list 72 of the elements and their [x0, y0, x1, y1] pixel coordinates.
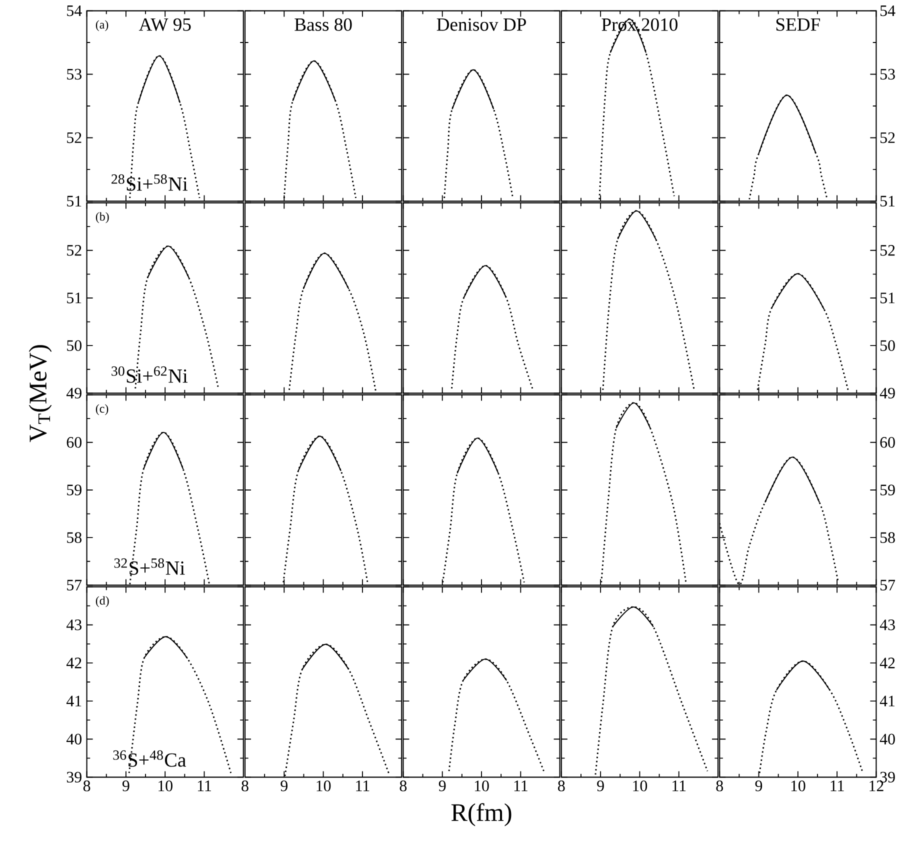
annotation: (a): [96, 20, 108, 32]
annotation: (d): [96, 596, 109, 608]
y-tick-label: 43: [66, 620, 82, 630]
y-tick-label: 41: [66, 696, 82, 706]
y-tick-label: 41: [880, 696, 895, 706]
annotation: (b): [96, 212, 109, 224]
y-tick-label: 52: [67, 245, 82, 256]
x-tick-label: 9: [597, 780, 604, 792]
y-tick-label: 49: [880, 388, 895, 399]
y-tick-label: 53: [880, 68, 895, 80]
chart-title: SEDF: [776, 18, 820, 31]
y-tick-label: 42: [880, 658, 895, 668]
x-tick-label: 11: [198, 780, 211, 792]
line-series: [756, 272, 849, 391]
x-tick-label: 10: [633, 780, 648, 792]
x-axis-title: R(fm): [451, 803, 512, 826]
y-tick-label: 57: [67, 580, 82, 590]
y-tick-label: 49: [66, 388, 82, 399]
x-tick-label: 8: [400, 780, 407, 792]
y-tick-label: 43: [880, 620, 895, 630]
chart-title: Denisov DP: [436, 18, 526, 31]
x-tick-label: 8: [716, 780, 723, 792]
y-tick-label: 50: [67, 340, 82, 351]
y-tick-label: 40: [880, 734, 895, 744]
y-tick-label: 39: [880, 772, 895, 783]
annotation: $^{30}$Si+$^{62}$Ni: [112, 366, 188, 383]
x-tick-label: 9: [122, 780, 130, 792]
y-tick-label: 59: [67, 484, 82, 496]
x-tick-label: 12: [870, 780, 884, 792]
x-tick-label: 11: [356, 780, 370, 792]
y-tick-label: 50: [880, 340, 895, 351]
y-tick-label: 40: [66, 734, 82, 744]
y-tick-label: 51: [880, 292, 895, 304]
x-tick-label: 9: [280, 780, 288, 792]
chart-title: AW 95: [138, 18, 191, 31]
y-tick-label: 52: [880, 132, 895, 144]
y-tick-label: 51: [67, 196, 82, 207]
y-tick-label: 52: [67, 132, 82, 144]
x-tick-label: 8: [83, 780, 90, 792]
x-tick-label: 9: [755, 780, 762, 792]
y-tick-label: 58: [880, 532, 895, 543]
x-tick-label: 10: [474, 780, 489, 792]
line-series: [758, 660, 864, 774]
y-tick-label: 39: [66, 772, 82, 783]
y-tick-label: 60: [880, 437, 895, 448]
y-tick-label: 53: [67, 68, 82, 80]
y-tick-label: 52: [880, 245, 895, 256]
y-tick-label: 57: [880, 580, 896, 590]
y-tick-label: 42: [66, 658, 82, 668]
y-tick-label: 54: [880, 5, 896, 16]
x-tick-label: 10: [316, 780, 331, 792]
line-series: [128, 636, 232, 774]
y-tick-label: 51: [880, 196, 895, 207]
annotation: (c): [96, 404, 108, 416]
annotation: $^{32}$S+$^{58}$Ni: [114, 558, 185, 575]
x-tick-label: 11: [514, 780, 528, 792]
x-tick-label: 11: [672, 780, 686, 792]
y-tick-label: 60: [66, 437, 82, 448]
x-tick-label: 8: [558, 780, 565, 792]
annotation: $^{36}$S+$^{48}$Ca: [113, 750, 186, 767]
y-tick-label: 54: [67, 5, 82, 16]
y-tick-label: 59: [880, 484, 895, 496]
x-tick-label: 10: [791, 780, 806, 792]
annotation: $^{28}$Si+$^{58}$Ni: [112, 174, 188, 191]
y-axis-title: V$_{T}$(MeV): [28, 345, 52, 442]
x-tick-label: 10: [158, 780, 172, 792]
chart-title: Bass 80: [294, 18, 352, 31]
x-tick-label: 9: [438, 780, 446, 792]
x-tick-label: 8: [242, 780, 248, 792]
y-tick-label: 58: [67, 532, 82, 543]
x-tick-label: 11: [830, 780, 844, 792]
y-tick-label: 51: [67, 292, 82, 304]
